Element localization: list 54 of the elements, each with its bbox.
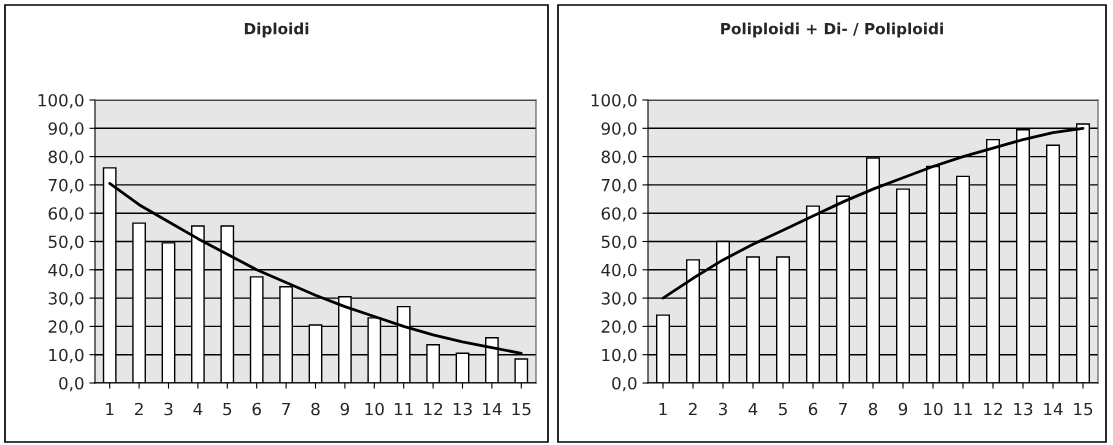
y-tick-label: 60,0	[48, 207, 84, 222]
x-tick-label: 9	[898, 402, 908, 416]
x-tick-label: 6	[808, 402, 818, 416]
x-tick-label: 10	[924, 402, 943, 416]
y-tick-label: 70,0	[48, 178, 84, 194]
chart-title: Poliploidi + Di- / Poliploidi	[721, 22, 943, 38]
y-tick-label: 90,0	[48, 122, 84, 137]
x-tick-label: 13	[453, 402, 472, 416]
y-tick-label: 40,0	[601, 263, 637, 279]
y-tick-label: 90,0	[601, 122, 637, 137]
x-tick-label: 8	[311, 402, 320, 416]
x-tick-label: 7	[282, 402, 290, 416]
y-tick-label: 10,0	[49, 348, 84, 363]
x-tick-label: 4	[193, 402, 203, 416]
x-tick-label: 7	[839, 402, 847, 416]
x-tick-label: 12	[424, 402, 443, 416]
y-tick-label: 20,0	[48, 320, 84, 335]
x-tick-label: 11	[954, 402, 973, 416]
x-tick-label: 10	[365, 402, 384, 416]
y-tick-label: 50,0	[601, 235, 637, 250]
x-tick-label: 3	[718, 402, 727, 416]
y-tick-label: 70,0	[601, 178, 637, 194]
x-tick-label: 14	[1044, 402, 1063, 416]
x-tick-label: 6	[252, 402, 261, 416]
x-tick-label: 9	[340, 402, 350, 416]
y-tick-label: 20,0	[601, 320, 637, 335]
x-tick-label: 3	[164, 402, 173, 416]
x-tick-label: 15	[1074, 402, 1093, 416]
x-tick-label: 15	[512, 402, 531, 416]
y-tick-label: 40,0	[48, 263, 84, 279]
x-tick-label: 1	[659, 402, 667, 416]
x-tick-label: 12	[984, 402, 1002, 416]
y-tick-label: 0,0	[59, 376, 84, 392]
x-tick-label: 8	[868, 402, 878, 416]
y-tick-label: 10,0	[602, 348, 637, 363]
x-tick-label: 5	[223, 402, 232, 416]
y-tick-label: 100,0	[591, 93, 637, 109]
x-tick-label: 1	[106, 402, 114, 416]
y-tick-label: 80,0	[48, 150, 84, 165]
y-tick-label: 100,0	[38, 93, 84, 109]
x-tick-label: 2	[135, 402, 143, 416]
y-tick-label: 50,0	[48, 235, 84, 250]
chart-title: Diploidi	[244, 22, 309, 38]
x-tick-label: 14	[483, 402, 502, 416]
y-tick-label: 0,0	[612, 376, 637, 392]
y-tick-label: 80,0	[601, 150, 637, 165]
y-tick-label: 30,0	[601, 292, 637, 307]
x-tick-label: 5	[778, 402, 787, 416]
x-tick-label: 13	[1014, 402, 1033, 416]
y-tick-label: 60,0	[601, 207, 637, 222]
x-tick-label: 2	[688, 402, 697, 416]
y-tick-label: 30,0	[48, 292, 84, 307]
x-tick-label: 4	[748, 402, 758, 416]
x-tick-label: 11	[394, 402, 413, 416]
